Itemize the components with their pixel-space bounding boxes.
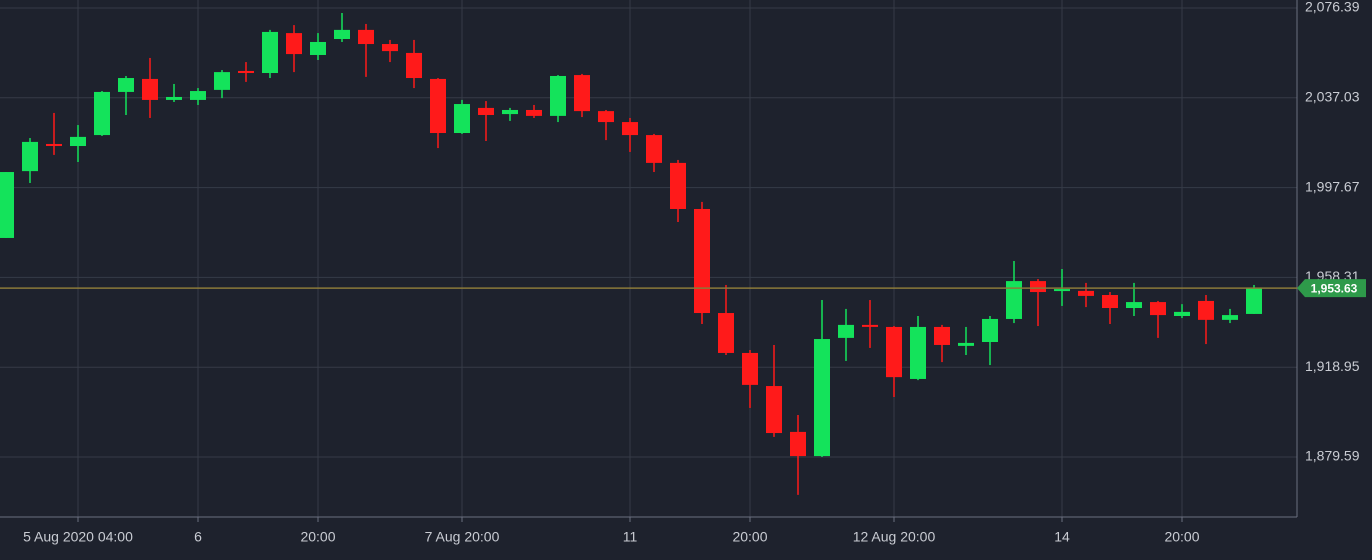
candle-body [214, 72, 230, 90]
candle-body [142, 78, 158, 100]
x-tick-label: 12 Aug 20:00 [853, 529, 936, 545]
candle-body [670, 162, 686, 209]
candle-body [934, 326, 950, 345]
candle-body [622, 122, 638, 136]
candle-body [742, 352, 758, 385]
x-tick-label: 5 Aug 2020 04:00 [23, 529, 133, 545]
candle-body [382, 44, 398, 52]
candle-body [262, 31, 278, 74]
candle-body [1246, 288, 1262, 314]
candle-body [430, 78, 446, 134]
candle-body [814, 339, 830, 457]
candle-body [310, 41, 326, 55]
candle-body [598, 111, 614, 123]
candle-body [1102, 295, 1118, 309]
x-tick-label: 6 [194, 529, 202, 545]
y-tick-label: 2,037.03 [1305, 89, 1360, 105]
candle-body [118, 78, 134, 92]
candle-body [1174, 311, 1190, 316]
candle-body [718, 313, 734, 353]
candle-body [550, 75, 566, 116]
candle-body [238, 70, 254, 74]
x-tick-label: 20:00 [300, 529, 335, 545]
candle-body [70, 136, 86, 147]
y-tick-label: 2,076.39 [1305, 0, 1360, 15]
candle-body [46, 143, 62, 147]
candle-body [406, 52, 422, 79]
x-tick-label: 20:00 [1164, 529, 1199, 545]
candle-body [1054, 289, 1070, 292]
candle-body [190, 91, 206, 100]
candle-body [1006, 281, 1022, 319]
candle-body [286, 33, 302, 55]
candle-body [838, 324, 854, 338]
candle-body [334, 29, 350, 40]
candle-body [574, 75, 590, 112]
candle-body [1150, 302, 1166, 316]
candle-body [766, 386, 782, 434]
candle-body [646, 135, 662, 163]
candle-body [1198, 300, 1214, 320]
y-tick-label: 1,879.59 [1305, 448, 1360, 464]
candle-body [1222, 315, 1238, 320]
candle-body [910, 326, 926, 379]
candle-body [526, 109, 542, 116]
candle-body [22, 141, 38, 172]
candle-body [982, 318, 998, 343]
y-tick-label: 1,918.95 [1305, 358, 1360, 374]
candle-body [958, 342, 974, 346]
current-price-label: 1,953.63 [1311, 281, 1358, 295]
candle-body [502, 109, 518, 115]
candle-body [478, 107, 494, 115]
candle-body [1078, 290, 1094, 296]
candle-body [94, 91, 110, 136]
x-tick-label: 20:00 [732, 529, 767, 545]
current-price-tag [1297, 279, 1366, 298]
candle-body [862, 324, 878, 327]
candle-body [166, 96, 182, 100]
candle-body [358, 29, 374, 45]
candle-body [0, 172, 14, 238]
x-tick-label: 14 [1054, 529, 1070, 545]
candle-body [454, 104, 470, 134]
x-tick-label: 11 [623, 529, 638, 545]
x-tick-label: 7 Aug 20:00 [425, 529, 500, 545]
candle-body [790, 431, 806, 457]
candle-body [886, 326, 902, 378]
candle-body [694, 208, 710, 314]
y-tick-label: 1,997.67 [1305, 178, 1360, 194]
candle-body [1030, 281, 1046, 293]
candle-body [1126, 302, 1142, 309]
